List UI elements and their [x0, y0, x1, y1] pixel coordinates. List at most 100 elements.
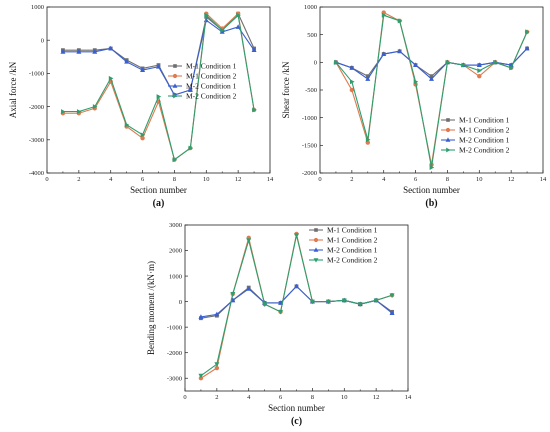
data-point — [413, 62, 419, 67]
data-point — [92, 104, 98, 110]
y-axis-label: Shear force /kN — [281, 61, 291, 118]
data-point — [214, 311, 220, 317]
y-tick-label: -1000 — [302, 115, 317, 122]
legend-entry: M-2 Condition 2 — [186, 92, 237, 101]
data-point — [397, 48, 403, 54]
data-point — [381, 51, 387, 56]
chart-panel-2: 0 2 4 6 8 10 12 14 -3000 -2000 -1000 0 1000 2000 3000 S… — [146, 222, 412, 427]
data-point — [445, 59, 451, 65]
x-axis-label: Section number — [403, 185, 460, 195]
series-3 — [198, 233, 395, 379]
x-tick-label: 0 — [318, 176, 321, 183]
data-point — [477, 73, 482, 79]
y-axis-label: Bending moment /(kN·m) — [146, 261, 156, 355]
data-point — [349, 65, 355, 70]
x-tick-label: 12 — [373, 394, 380, 401]
series-3 — [334, 12, 530, 170]
x-tick-label: 2 — [350, 176, 353, 183]
legend: M-1 Condition 1M-1 Condition 2M-2 Condit… — [309, 226, 378, 265]
data-point — [341, 298, 347, 304]
data-point — [413, 79, 419, 85]
panel-label: (b) — [425, 198, 437, 209]
legend-entry: M-1 Condition 2 — [327, 236, 378, 245]
legend: M-1 Condition 1M-1 Condition 2M-2 Condit… — [168, 62, 237, 101]
data-point — [188, 145, 194, 151]
data-point — [429, 164, 435, 170]
data-point — [309, 299, 315, 305]
y-tick-label: -3000 — [167, 375, 182, 382]
data-point — [461, 62, 467, 68]
data-point — [476, 62, 482, 67]
data-point — [525, 29, 530, 35]
x-tick-label: 8 — [311, 394, 314, 401]
x-tick-label: 0 — [45, 176, 48, 183]
series-3 — [61, 12, 257, 163]
x-tick-label: 4 — [247, 394, 251, 401]
x-tick-label: 8 — [446, 176, 449, 183]
y-tick-label: -2000 — [167, 350, 182, 357]
legend-entry: M-1 Condition 1 — [327, 226, 378, 235]
data-point — [509, 65, 514, 71]
data-point — [262, 302, 268, 307]
data-point — [140, 67, 146, 72]
x-tick-label: 10 — [476, 176, 483, 183]
data-point — [108, 45, 114, 51]
legend-marker — [313, 247, 319, 252]
data-point — [246, 238, 252, 244]
data-point — [429, 76, 434, 81]
legend-marker — [173, 93, 178, 99]
legend-marker — [172, 83, 178, 88]
legend-entry: M-2 Condition 1 — [186, 82, 237, 91]
x-tick-label: 2 — [215, 394, 218, 401]
chart-panel-1: 0 2 4 6 8 10 12 14 -2000 -1500 -1000 -500 0 500 1000 Se… — [281, 4, 547, 209]
data-point — [198, 314, 204, 319]
data-point — [76, 49, 82, 54]
data-point — [76, 109, 82, 115]
y-tick-label: 500 — [307, 32, 317, 39]
x-tick-label: 4 — [109, 176, 113, 183]
data-point — [235, 24, 241, 29]
y-axis-label: Axial force /kN — [8, 61, 18, 118]
x-tick-label: 14 — [405, 394, 412, 401]
legend: M-1 Condition 1M-1 Condition 2M-2 Condit… — [441, 116, 510, 155]
legend-marker — [313, 258, 319, 263]
data-point — [198, 373, 204, 379]
y-tick-label: -1000 — [29, 71, 44, 78]
legend-marker — [314, 228, 318, 232]
data-point — [108, 75, 114, 81]
y-tick-label: 0 — [179, 299, 182, 306]
data-point — [156, 64, 161, 69]
y-tick-label: 3000 — [169, 222, 182, 229]
data-point — [140, 135, 145, 141]
x-tick-label: 14 — [540, 176, 547, 183]
data-point — [349, 87, 355, 93]
x-tick-label: 12 — [508, 176, 515, 183]
data-point — [493, 59, 498, 65]
plot-frame — [46, 6, 271, 174]
series-line — [200, 285, 393, 319]
data-point — [140, 132, 146, 138]
x-tick-label: 6 — [414, 176, 418, 183]
data-point — [389, 310, 395, 316]
legend-marker — [173, 64, 177, 68]
legend-marker — [446, 118, 450, 122]
x-tick-label: 12 — [235, 176, 242, 183]
data-point — [251, 47, 257, 53]
x-tick-label: 6 — [279, 394, 283, 401]
data-point — [252, 107, 257, 113]
x-tick-label: 8 — [173, 176, 176, 183]
y-tick-label: -3000 — [29, 137, 44, 144]
x-axis-label: Section number — [268, 403, 325, 413]
data-point — [365, 74, 370, 79]
data-point — [524, 45, 530, 51]
y-tick-label: 0 — [41, 37, 44, 44]
y-tick-label: -2000 — [302, 170, 317, 177]
y-tick-label: -2000 — [29, 104, 44, 111]
x-axis-label: Section number — [130, 185, 187, 195]
y-tick-label: 2000 — [169, 248, 182, 255]
x-tick-label: 2 — [77, 176, 80, 183]
data-point — [373, 298, 379, 304]
data-point — [294, 233, 299, 238]
data-point — [187, 87, 193, 92]
